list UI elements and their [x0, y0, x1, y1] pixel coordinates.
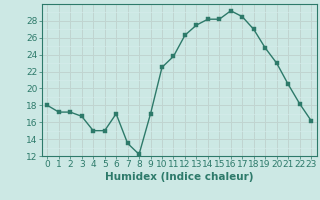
- X-axis label: Humidex (Indice chaleur): Humidex (Indice chaleur): [105, 172, 253, 182]
